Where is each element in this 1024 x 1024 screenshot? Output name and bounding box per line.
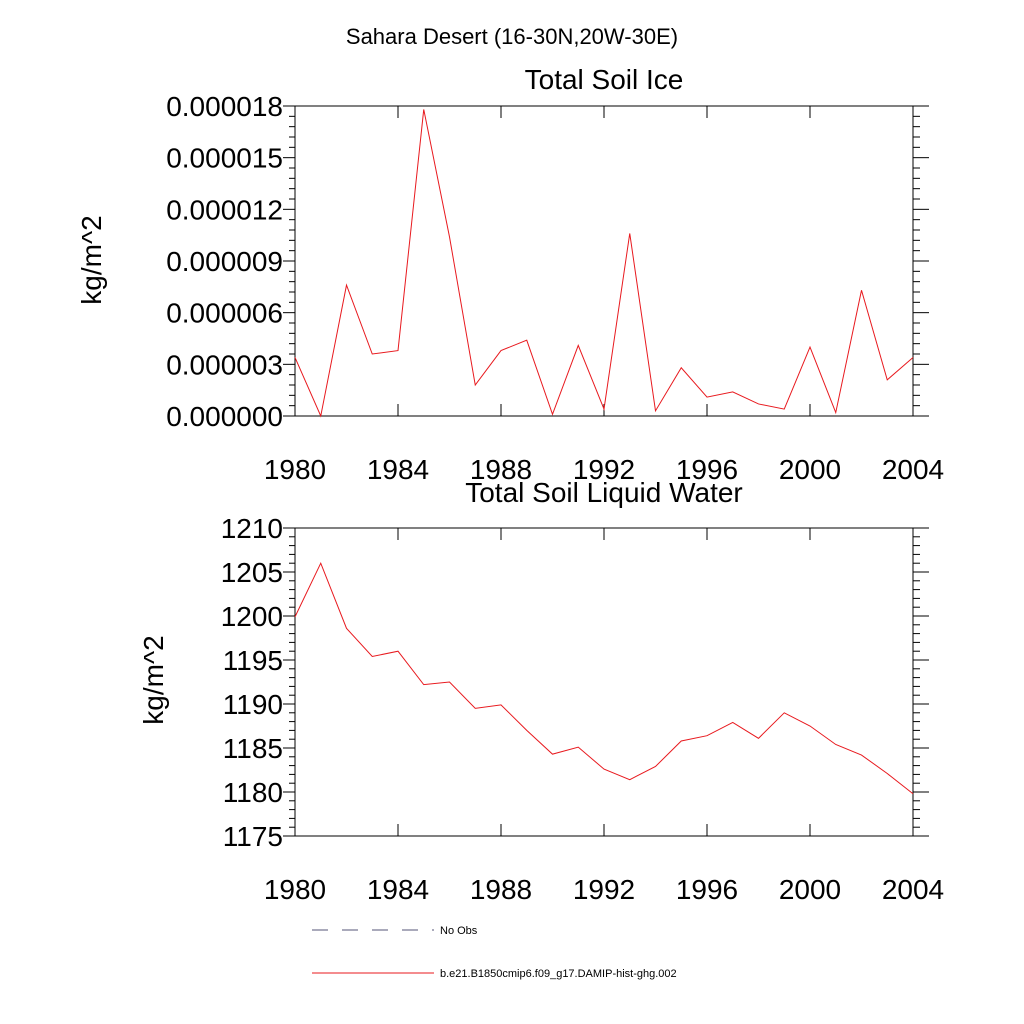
series-line [294,109,914,418]
x-tick-label: 1980 [264,454,326,485]
y-tick-label: 0.000006 [166,298,283,329]
y-tick-label: 1175 [223,821,283,852]
legend: No Obs b.e21.B1850cmip6.f09_g17.DAMIP-hi… [312,925,677,980]
y-tick-label: 1180 [223,777,283,808]
panel-title: Total Soil Liquid Water [465,477,743,508]
legend-label-no-obs: No Obs [440,925,478,937]
x-tick-label: 1992 [573,454,635,485]
y-tick-label: 1190 [223,689,283,720]
legend-label-model: b.e21.B1850cmip6.f09_g17.DAMIP-hist-ghg.… [440,968,677,980]
x-tick-label: 2004 [882,454,944,485]
panel-title: Total Soil Ice [525,64,684,95]
y-tick-label: 1185 [223,733,283,764]
y-tick-label: 1200 [221,601,283,632]
plot-frame [294,105,914,417]
x-tick-label: 1992 [573,874,635,905]
x-tick-label: 1984 [367,454,429,485]
plot-frame [294,527,914,837]
y-tick-label: 0.000009 [166,246,283,277]
y-tick-label: 1195 [223,645,283,676]
x-tick-label: 1980 [264,874,326,905]
x-tick-label: 2004 [882,874,944,905]
y-axis-label: kg/m^2 [138,635,169,724]
y-tick-label: 0.000018 [166,91,283,122]
y-tick-label: 0.000015 [166,143,283,174]
y-tick-label: 0.000000 [166,401,283,432]
x-tick-label: 1984 [367,874,429,905]
x-tick-label: 1988 [470,874,532,905]
y-tick-label: 0.000012 [166,194,283,225]
y-tick-label: 1205 [221,557,283,588]
figure-title: Sahara Desert (16-30N,20W-30E) [346,24,678,49]
panel-total-soil-liquid-water: Total Soil Liquid Water kg/m^2 1980 1984 1… [138,477,944,905]
y-tick-label: 1210 [221,513,283,544]
x-tick-label: 2000 [779,874,841,905]
x-tick-label: 2000 [779,454,841,485]
y-axis-label: kg/m^2 [76,215,107,304]
y-tick-label: 0.000003 [166,349,283,380]
panel-total-soil-ice: Total Soil Ice kg/m^2 1980 1984 1988 1992 19… [76,64,944,485]
x-tick-label: 1996 [676,454,738,485]
x-tick-label: 1996 [676,874,738,905]
series-line [294,561,914,795]
x-tick-label: 1988 [470,454,532,485]
